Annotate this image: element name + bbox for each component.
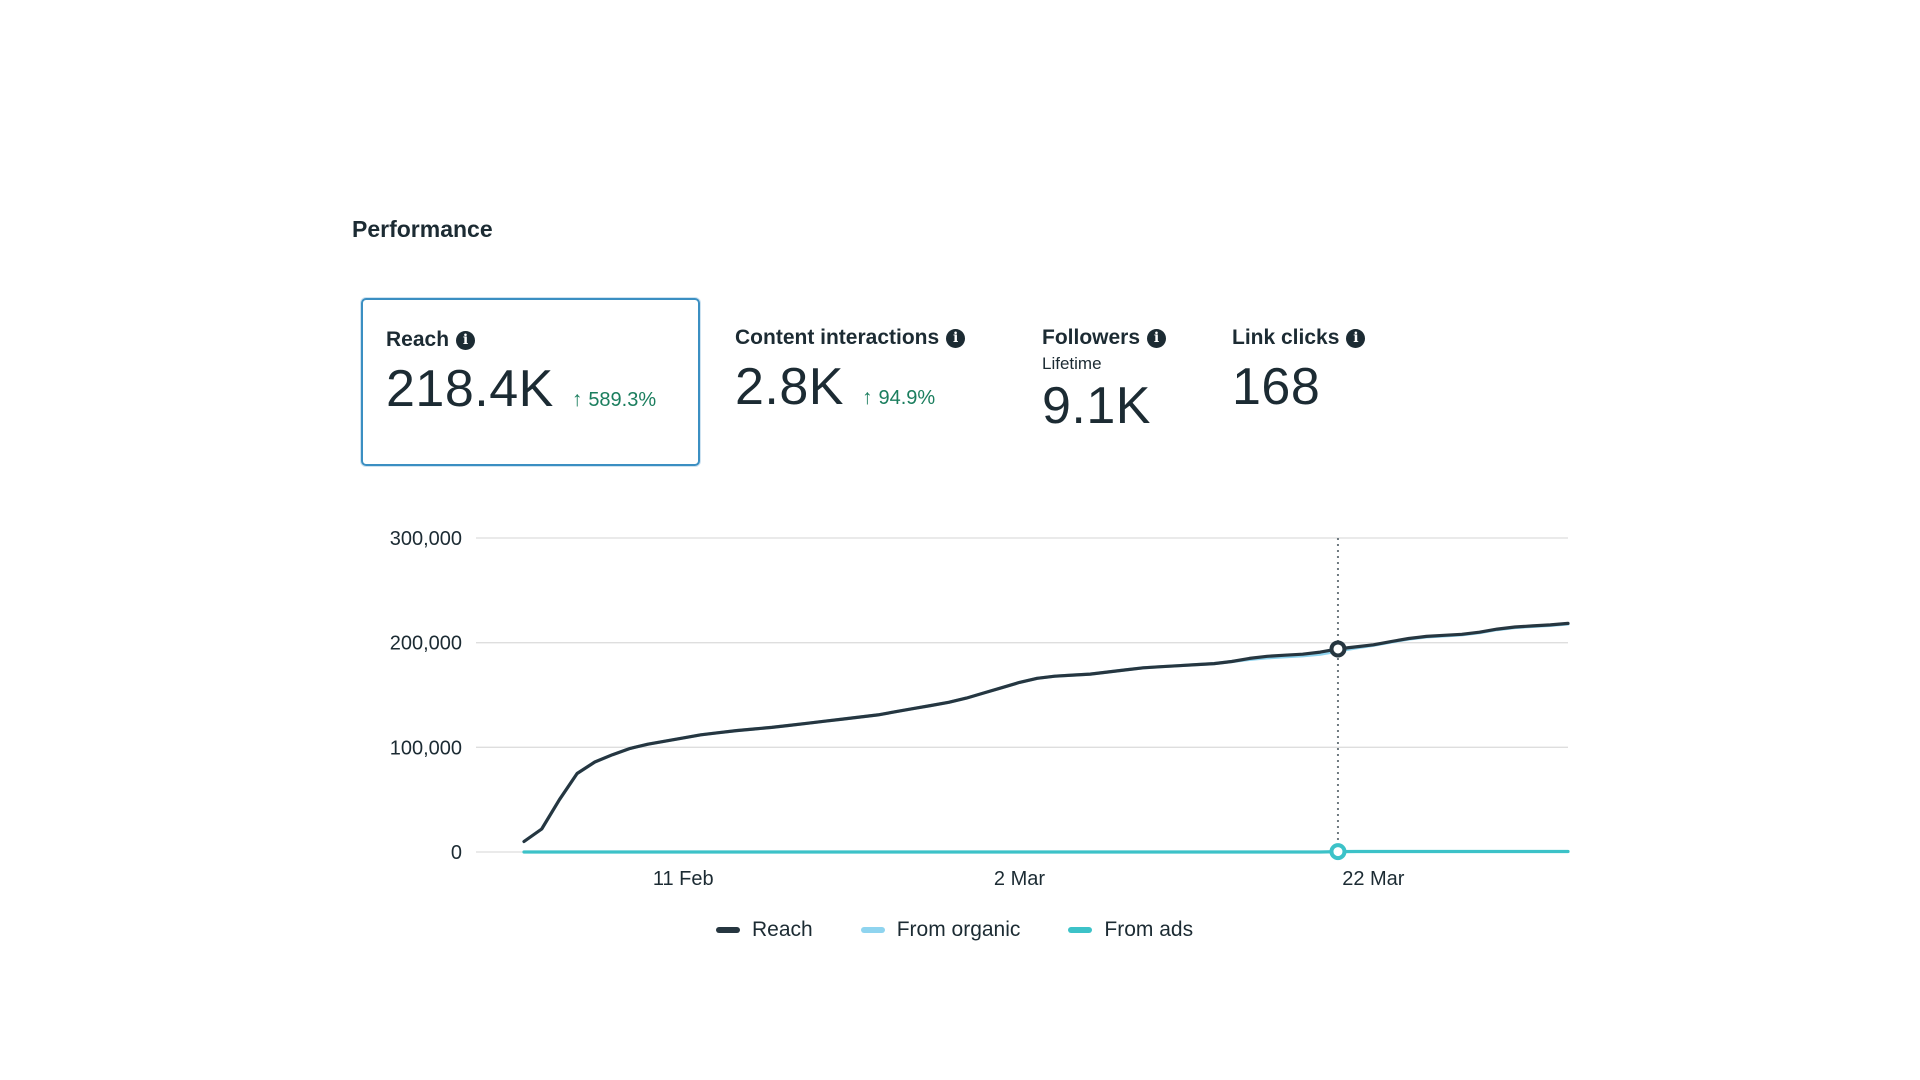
x-tick-label: 2 Mar <box>994 868 1045 890</box>
legend-swatch-reach <box>716 927 740 933</box>
y-tick-label: 300,000 <box>390 528 462 550</box>
info-icon[interactable]: i <box>1346 328 1366 348</box>
metric-card-link-clicks[interactable]: Link clicks i 168 <box>1232 298 1392 466</box>
metric-card-followers[interactable]: Followers i Lifetime 9.1K <box>1042 298 1202 466</box>
y-tick-label: 100,000 <box>390 737 462 759</box>
legend-label: From organic <box>896 918 1021 941</box>
chart-legend: Reach From organic From ads <box>716 918 1193 942</box>
arrow-up-icon: ↑ <box>861 386 873 409</box>
metric-change: ↑ 589.3% <box>572 388 656 412</box>
metric-label: Content interactions <box>735 326 940 349</box>
metric-card-content-interactions[interactable]: Content interactions i 2.8K ↑ 94.9% <box>735 298 1005 466</box>
legend-label: From ads <box>1104 918 1194 941</box>
x-tick-label: 22 Mar <box>1342 868 1405 890</box>
info-icon[interactable]: i <box>946 328 966 348</box>
legend-item-ads[interactable]: From ads <box>1068 918 1193 942</box>
legend-item-reach[interactable]: Reach <box>716 918 813 942</box>
y-tick-label: 200,000 <box>390 633 462 655</box>
legend-item-organic[interactable]: From organic <box>860 918 1021 942</box>
info-icon[interactable]: i <box>1147 328 1167 348</box>
legend-swatch-ads <box>1068 927 1093 933</box>
metric-change-value: 589.3% <box>588 389 657 411</box>
metric-label: Followers <box>1042 326 1141 349</box>
metric-change-value: 94.9% <box>878 387 936 409</box>
legend-label: Reach <box>752 918 813 941</box>
metric-value: 9.1K <box>1042 377 1151 435</box>
metric-value: 218.4K <box>386 360 554 418</box>
metric-card-reach[interactable]: Reach i 218.4K ↑ 589.3% <box>361 298 700 466</box>
metric-label: Reach <box>386 328 450 351</box>
series-line-organic <box>522 622 1570 844</box>
section-title: Performance <box>352 216 493 242</box>
hover-point-ads <box>1329 843 1347 861</box>
series-line-ads <box>522 849 1570 854</box>
legend-swatch-organic <box>860 927 885 933</box>
x-tick-label: 11 Feb <box>653 868 714 890</box>
series-line-reach <box>522 621 1570 844</box>
arrow-up-icon: ↑ <box>571 388 583 411</box>
hover-point-reach <box>1329 640 1347 658</box>
info-icon[interactable]: i <box>456 330 476 350</box>
y-tick-label: 0 <box>451 842 462 864</box>
metric-value: 2.8K <box>735 358 844 416</box>
metric-label: Link clicks <box>1232 326 1340 349</box>
metric-sublabel: Lifetime <box>1042 354 1102 373</box>
metric-value: 168 <box>1232 358 1321 416</box>
metric-change: ↑ 94.9% <box>862 386 935 410</box>
